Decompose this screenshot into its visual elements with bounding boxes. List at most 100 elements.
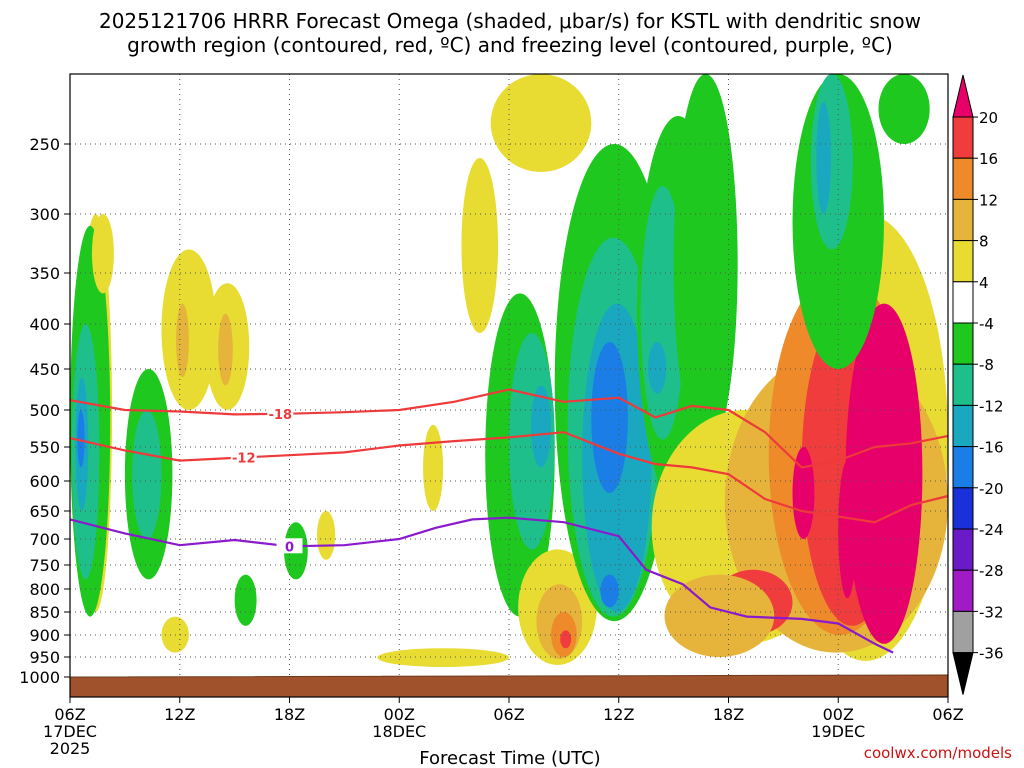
y-tick-label: 500 [29, 401, 60, 420]
x-tick-label: 18Z [274, 705, 305, 724]
colorbar-label: -28 [979, 562, 1004, 580]
y-tick-label: 350 [29, 264, 60, 283]
omega-shade-region [600, 574, 619, 608]
x-tick-label: 06Z [932, 705, 963, 724]
omega-shade-region [591, 342, 628, 493]
x-tick-label: 12Z [164, 705, 195, 724]
contour-label: 0 [285, 540, 294, 555]
colorbar-label: 16 [979, 150, 998, 168]
omega-shade-region [132, 410, 162, 539]
colorbar-segment [952, 610, 974, 654]
y-tick-label: 450 [29, 360, 60, 379]
colorbar-label: -4 [979, 315, 994, 333]
colorbar-segment [952, 446, 974, 489]
omega-shade-region [792, 447, 815, 539]
omega-shade-region [838, 460, 857, 599]
y-tick-label: 800 [29, 580, 60, 599]
x-tick-label: 06Z [493, 705, 524, 724]
omega-shade-region [490, 74, 592, 172]
colorbar-segment [952, 528, 974, 571]
colorbar-segment [952, 116, 974, 159]
colorbar-label: -16 [979, 439, 1004, 457]
x-axis-label: Forecast Time (UTC) [419, 748, 600, 768]
contour-label-bg [267, 405, 294, 421]
colorbar-segment [952, 240, 974, 283]
ground-layer [69, 674, 949, 698]
x-tick-year: 2025 [50, 739, 91, 758]
colorbar-segment [952, 281, 974, 324]
contour-label: -12 [232, 451, 256, 466]
colorbar-label: -32 [979, 603, 1004, 621]
colorbar-label: 4 [979, 274, 989, 292]
colorbar-label: -24 [979, 521, 1004, 539]
omega-shade-region [878, 74, 930, 144]
omega-shading-layer [70, 74, 948, 667]
contour-label: -18 [269, 408, 293, 423]
omega-shade-region [461, 158, 499, 333]
colorbar-label: 8 [979, 233, 989, 251]
colorbar-label: 12 [979, 191, 998, 209]
colorbar-segment [952, 487, 974, 530]
x-tick-label: 18Z [713, 705, 744, 724]
y-tick-label: 650 [29, 502, 60, 521]
y-tick-label: 900 [29, 626, 60, 645]
x-tick-label: 00Z [384, 705, 415, 724]
x-tick-label: 12Z [603, 705, 634, 724]
colorbar-segment [952, 157, 974, 200]
contour-layer: -18 -12 0 [69, 388, 949, 654]
colorbar-top-arrow [952, 74, 974, 118]
omega-shade-region [91, 214, 114, 294]
omega-shade-region [664, 574, 775, 657]
colorbar-label: -36 [979, 645, 1004, 663]
contour-label-bg [230, 449, 257, 465]
contour-label-bg [276, 538, 303, 554]
y-axis-ticks: 250 300 350 400 450 500 550 600 650 700 750 800 850 9… [19, 135, 70, 687]
y-tick-label: 1000 [19, 668, 60, 687]
y-tick-label: 850 [29, 603, 60, 622]
ground-surface [69, 674, 949, 698]
omega-shade-region [560, 630, 572, 649]
omega-shade-region [845, 303, 923, 644]
y-tick-label: 750 [29, 556, 60, 575]
omega-shade-region [377, 648, 509, 667]
x-tick-date: 19DEC [811, 722, 865, 741]
x-tick-label: 06Z [54, 705, 85, 724]
colorbar-segment [952, 404, 974, 448]
colorbar: 20 16 12 8 4 -4 -8 -12 -16 -20 -24 -28 -32 -36 [952, 74, 1004, 695]
y-tick-label: 600 [29, 472, 60, 491]
omega-shade-region [648, 342, 667, 394]
colorbar-label: -8 [979, 356, 994, 374]
colorbar-segment [952, 322, 974, 365]
credit-text: coolwx.com/models [864, 744, 1012, 762]
omega-shade-region [218, 313, 233, 386]
y-tick-label: 400 [29, 315, 60, 334]
omega-shade-region [316, 511, 336, 560]
omega-shade-region [234, 574, 257, 626]
colorbar-label: -20 [979, 480, 1004, 498]
freezing-level-line [69, 516, 894, 654]
y-tick-label: 700 [29, 530, 60, 549]
y-tick-label: 550 [29, 438, 60, 457]
colorbar-segment [952, 363, 974, 406]
chart-title-line2: growth region (contoured, red, ºC) and f… [127, 33, 893, 57]
omega-shade-region [77, 410, 85, 468]
omega-shade-region [673, 74, 738, 454]
x-tick-label: 00Z [823, 705, 854, 724]
dgz-contour-line [69, 388, 949, 469]
y-tick-label: 300 [29, 205, 60, 224]
y-tick-label: 250 [29, 135, 60, 154]
colorbar-label: 20 [979, 109, 998, 127]
omega-shade-region [161, 249, 217, 410]
x-tick-date: 17DEC [43, 722, 97, 741]
x-tick-date: 18DEC [372, 722, 426, 741]
y-tick-label: 950 [29, 648, 60, 667]
chart-title-line1: 2025121706 HRRR Forecast Omega (shaded, … [99, 9, 921, 33]
colorbar-segment [952, 569, 974, 612]
colorbar-bottom-arrow [952, 652, 974, 695]
omega-shade-region [176, 303, 189, 378]
omega-shade-region [423, 424, 444, 511]
omega-shade-region [816, 102, 831, 214]
colorbar-label: -12 [979, 397, 1004, 415]
